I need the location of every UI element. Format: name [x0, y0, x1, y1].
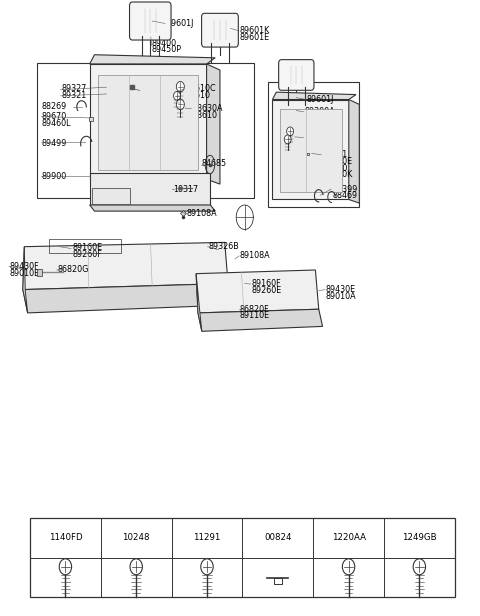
Polygon shape [90, 55, 215, 64]
Polygon shape [23, 242, 228, 290]
Text: 1220AA: 1220AA [332, 533, 366, 543]
FancyBboxPatch shape [130, 2, 171, 40]
Text: 11291: 11291 [193, 533, 221, 543]
Text: 88610: 88610 [304, 140, 329, 149]
Text: 89450P: 89450P [152, 46, 182, 54]
Text: 89160E: 89160E [72, 243, 102, 253]
Text: 1140FD: 1140FD [48, 533, 82, 543]
Text: 89399: 89399 [332, 185, 358, 193]
Text: 88469: 88469 [332, 192, 357, 200]
Text: 86820G: 86820G [58, 265, 89, 275]
Bar [37, 269, 42, 276]
Text: 89108A: 89108A [187, 209, 217, 218]
Bar [37, 63, 254, 198]
Polygon shape [196, 274, 202, 331]
Text: 10248: 10248 [122, 533, 150, 543]
Text: 89326B: 89326B [208, 242, 239, 251]
Bar [274, 578, 282, 584]
Text: 89460K: 89460K [322, 171, 352, 179]
Polygon shape [90, 64, 206, 179]
Text: 89601K: 89601K [240, 26, 270, 35]
Polygon shape [273, 92, 356, 100]
Polygon shape [90, 205, 215, 211]
Text: 89601J: 89601J [307, 95, 334, 104]
Circle shape [342, 559, 355, 575]
Text: 89400: 89400 [152, 39, 177, 47]
Text: 10317: 10317 [173, 185, 198, 194]
Text: 86820F: 86820F [240, 305, 270, 314]
FancyBboxPatch shape [202, 14, 239, 47]
Text: 89601E: 89601E [240, 33, 270, 42]
Text: 89010B: 89010B [10, 269, 41, 278]
Polygon shape [98, 75, 198, 170]
Text: 89360E: 89360E [322, 157, 352, 166]
FancyBboxPatch shape [279, 60, 314, 91]
Text: 89260E: 89260E [252, 286, 282, 294]
Circle shape [413, 559, 426, 575]
Text: 89010A: 89010A [326, 292, 357, 301]
Circle shape [287, 127, 294, 136]
Text: 89900: 89900 [42, 172, 67, 180]
Text: 89321: 89321 [322, 150, 348, 159]
Text: 89327: 89327 [61, 84, 86, 93]
Text: 1249GB: 1249GB [402, 533, 437, 543]
Circle shape [284, 135, 291, 144]
Polygon shape [90, 173, 210, 205]
Text: 00824: 00824 [264, 533, 291, 543]
Text: 88610: 88610 [185, 91, 210, 100]
Text: 88269: 88269 [42, 102, 67, 111]
Bar [30, 517, 455, 598]
Bar [92, 188, 130, 204]
Text: 89570: 89570 [322, 164, 348, 172]
Text: 89670: 89670 [42, 112, 67, 121]
Text: 88610C: 88610C [304, 133, 335, 142]
Text: 88610: 88610 [192, 111, 217, 120]
Text: 89160F: 89160F [252, 279, 281, 288]
Circle shape [174, 91, 180, 100]
Text: 89499: 89499 [42, 139, 67, 148]
Circle shape [59, 559, 72, 575]
Polygon shape [273, 100, 349, 200]
Text: 89460L: 89460L [42, 119, 72, 128]
Bar [49, 240, 120, 253]
Text: 89108A: 89108A [240, 251, 271, 261]
Text: 89601J: 89601J [166, 19, 193, 28]
Text: 89321: 89321 [61, 91, 86, 100]
Text: 88630A: 88630A [192, 104, 223, 113]
Polygon shape [196, 270, 319, 313]
Text: 89260F: 89260F [72, 250, 102, 259]
Text: 89300A: 89300A [304, 107, 335, 116]
Polygon shape [23, 283, 233, 313]
Text: 88610C: 88610C [185, 84, 216, 93]
Polygon shape [198, 309, 323, 331]
Circle shape [201, 559, 213, 575]
Circle shape [176, 81, 184, 92]
Polygon shape [23, 246, 28, 313]
Text: 89430E: 89430E [326, 285, 356, 294]
Polygon shape [206, 64, 220, 184]
Polygon shape [280, 108, 342, 192]
Circle shape [130, 559, 143, 575]
Text: 89110E: 89110E [240, 312, 270, 320]
Circle shape [176, 99, 184, 110]
Polygon shape [349, 100, 360, 203]
Text: 89430F: 89430F [10, 262, 40, 271]
Text: 89450N: 89450N [304, 114, 336, 123]
Text: 84685: 84685 [202, 160, 227, 168]
Bar [268, 83, 360, 207]
